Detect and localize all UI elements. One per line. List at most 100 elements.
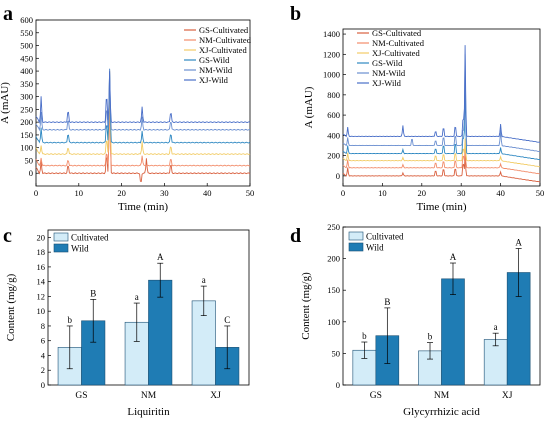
legend-label: XJ-Cultivated — [372, 48, 420, 58]
series-line-NM-Wild — [35, 68, 251, 132]
significance-letter: a — [135, 292, 139, 302]
series-line-XJ-Wild — [35, 71, 251, 124]
legend-label: NM-Cultivated — [372, 38, 425, 48]
panel-label: d — [290, 225, 301, 247]
series-line-GS-Cultivated — [342, 155, 541, 183]
panel-b-chromatogram: 0 200 400 600 800 1000 1200 1400 A (mAU) 0 10 20 30 4… — [290, 3, 544, 213]
panel-d-bar-chart: 0 50 100 150 200 250 Content (mg/g) GS b B NM b A XJ a… — [290, 222, 541, 418]
significance-letter: b — [68, 315, 73, 325]
significance-letter: b — [428, 332, 433, 342]
x-tick-label: 30 — [457, 188, 466, 198]
x-tick-label: 40 — [203, 188, 212, 198]
y-tick-label: 1200 — [323, 49, 340, 59]
x-tick-label: 50 — [536, 188, 545, 198]
plot-frame — [342, 28, 541, 187]
series-line-NM-Cultivated — [342, 147, 541, 175]
panel-label: b — [290, 3, 301, 25]
y-tick-label: 0 — [29, 168, 33, 178]
y-tick-label: 400 — [327, 130, 340, 140]
legend-label: Wild — [71, 244, 89, 254]
y-tick-label: 0 — [41, 380, 45, 390]
bar-Cultivated-XJ — [483, 339, 508, 386]
y-tick-label: 2 — [41, 365, 45, 375]
x-tick-label: 0 — [341, 188, 345, 198]
significance-letter: a — [494, 322, 498, 332]
y-tick-label: 16 — [37, 262, 46, 272]
plot-frame — [35, 19, 251, 187]
x-axis-label: Time (min) — [118, 201, 168, 213]
legend-label: GS-Cultivated — [199, 25, 249, 35]
category-label: GS — [75, 391, 87, 401]
y-tick-label: 14 — [37, 277, 46, 287]
x-tick-label: 40 — [496, 188, 505, 198]
category-label: GS — [370, 391, 382, 401]
y-axis-label: A (mAU) — [0, 82, 11, 124]
series-line-XJ-Cultivated — [35, 69, 251, 155]
significance-letter: a — [202, 275, 206, 285]
series-line-GS-Cultivated — [35, 70, 251, 183]
panel-label: a — [3, 3, 13, 25]
y-tick-label: 10 — [37, 306, 46, 316]
legend-swatch — [348, 231, 364, 241]
x-axis-label: Glycyrrhizic acid — [403, 406, 480, 418]
legend-label: XJ-Wild — [199, 75, 229, 85]
y-tick-label: 20 — [37, 232, 46, 242]
y-tick-label: 12 — [37, 291, 46, 301]
category-label: NM — [434, 391, 450, 401]
category-label: XJ — [210, 391, 221, 401]
series-line-GS-Wild — [342, 82, 541, 161]
x-tick-label: 50 — [246, 188, 255, 198]
y-tick-label: 400 — [20, 66, 33, 76]
y-tick-label: 100 — [20, 143, 33, 153]
significance-letter: A — [450, 252, 457, 262]
legend-label: XJ-Cultivated — [199, 45, 247, 55]
legend-label: NM-Wild — [372, 68, 406, 78]
y-axis-label: Content (mg/g) — [300, 272, 312, 340]
y-tick-label: 0 — [336, 380, 340, 390]
series-line-XJ-Cultivated — [342, 138, 541, 168]
legend-label: GS-Wild — [199, 55, 230, 65]
x-tick-label: 20 — [117, 188, 126, 198]
y-tick-label: 450 — [20, 53, 33, 63]
y-tick-label: 200 — [327, 151, 340, 161]
legend-swatch — [348, 242, 364, 252]
significance-letter: B — [384, 297, 390, 307]
legend-swatch — [53, 232, 69, 242]
series-line-NM-Cultivated — [35, 101, 250, 167]
y-tick-label: 300 — [20, 92, 33, 102]
y-tick-label: 150 — [327, 285, 340, 295]
y-tick-label: 200 — [20, 117, 33, 127]
x-tick-label: 10 — [75, 188, 84, 198]
x-axis-label: Time (min) — [416, 201, 466, 213]
y-axis-label: A (mAU) — [303, 86, 315, 128]
x-tick-label: 10 — [378, 188, 387, 198]
y-tick-label: 4 — [41, 350, 46, 360]
x-tick-label: 0 — [34, 188, 38, 198]
y-tick-label: 8 — [41, 321, 45, 331]
legend-label: Cultivated — [366, 232, 404, 242]
legend-label: GS-Cultivated — [372, 28, 422, 38]
y-tick-label: 200 — [327, 254, 340, 264]
y-tick-label: 800 — [327, 90, 340, 100]
y-axis-label: Content (mg/g) — [5, 273, 17, 341]
panel-label: c — [3, 225, 12, 247]
series-line-XJ-Wild — [342, 45, 541, 143]
y-tick-label: 150 — [20, 130, 33, 140]
significance-letter: A — [515, 237, 522, 247]
y-tick-label: 250 — [327, 222, 340, 232]
y-tick-label: 18 — [37, 247, 46, 257]
legend-label: Wild — [366, 243, 384, 253]
legend-label: NM-Wild — [199, 65, 233, 75]
significance-letter: C — [224, 315, 230, 325]
y-tick-label: 350 — [20, 79, 33, 89]
significance-letter: b — [362, 331, 367, 341]
series-line-NM-Wild — [342, 54, 541, 152]
y-tick-label: 50 — [332, 348, 341, 358]
x-tick-label: 30 — [160, 188, 169, 198]
y-tick-label: 500 — [20, 41, 33, 51]
x-axis-label: Liquiritin — [127, 406, 170, 418]
series-line-GS-Wild — [35, 68, 251, 144]
legend-label: NM-Cultivated — [199, 35, 252, 45]
